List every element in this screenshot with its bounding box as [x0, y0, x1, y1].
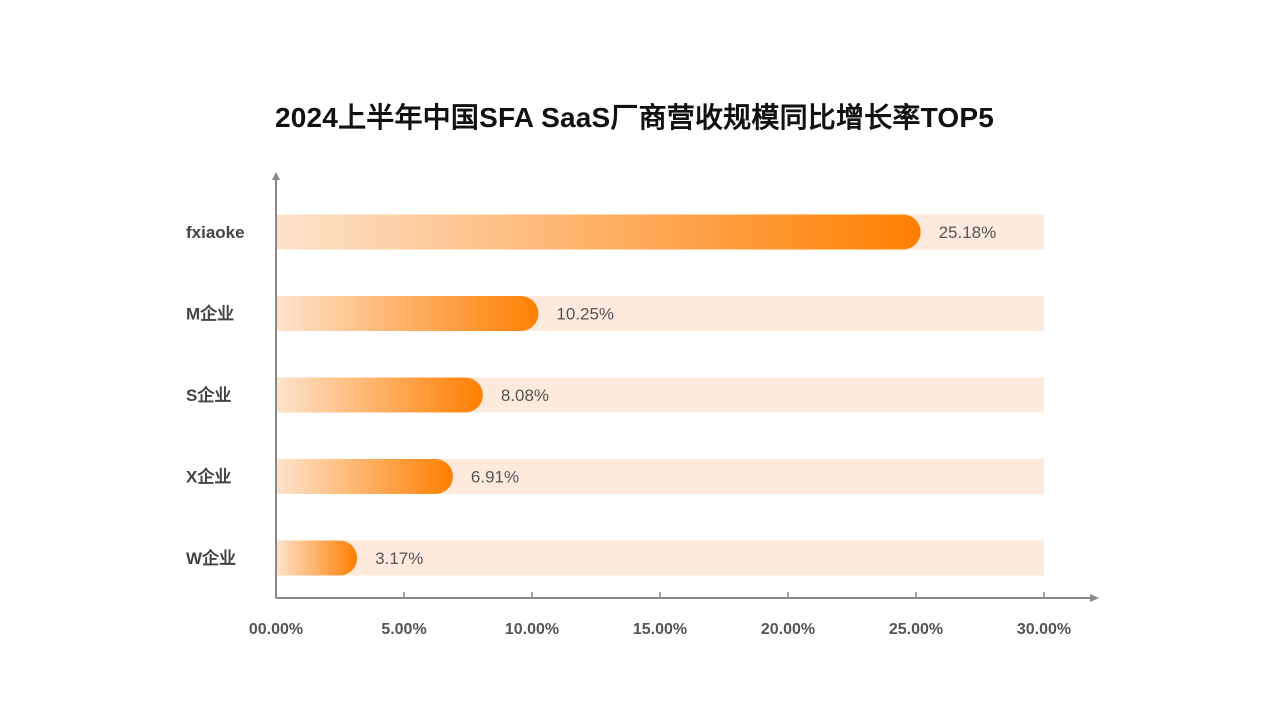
x-tick-label: 00.00% — [249, 621, 303, 638]
bar-X企业 — [276, 459, 453, 494]
labels: fxiaoke 25.18% M企业 10.25% S企业 8.08% X企业 6.91% W企… — [186, 223, 1071, 638]
x-tick-label: 5.00% — [381, 621, 426, 638]
x-tick-label: 10.00% — [505, 621, 559, 638]
x-tick-label: 15.00% — [633, 621, 687, 638]
category-label: W企业 — [186, 548, 236, 568]
x-tick-label: 25.00% — [889, 621, 943, 638]
value-label: 25.18% — [939, 223, 997, 242]
bars — [276, 214, 921, 576]
category-label: M企业 — [186, 304, 234, 324]
category-label: X企业 — [186, 467, 231, 487]
bar-fxiaoke — [276, 214, 921, 250]
value-label: 6.91% — [471, 468, 519, 487]
x-axis-arrow — [1090, 594, 1099, 602]
value-label: 3.17% — [375, 549, 423, 568]
bar-S企业 — [276, 377, 483, 413]
bar-W企业 — [276, 540, 358, 576]
value-label: 10.25% — [556, 305, 614, 324]
category-label: S企业 — [186, 385, 231, 405]
bar-M企业 — [276, 296, 539, 331]
axes — [272, 172, 1099, 602]
bar-track — [276, 540, 1044, 576]
category-label: fxiaoke — [186, 223, 245, 242]
x-tick-label: 20.00% — [761, 621, 815, 638]
y-axis-arrow — [272, 172, 280, 180]
chart-title: 2024上半年中国SFA SaaS厂商营收规模同比增长率TOP5 — [274, 102, 994, 133]
x-tick-label: 30.00% — [1017, 621, 1071, 638]
value-label: 8.08% — [501, 386, 549, 405]
